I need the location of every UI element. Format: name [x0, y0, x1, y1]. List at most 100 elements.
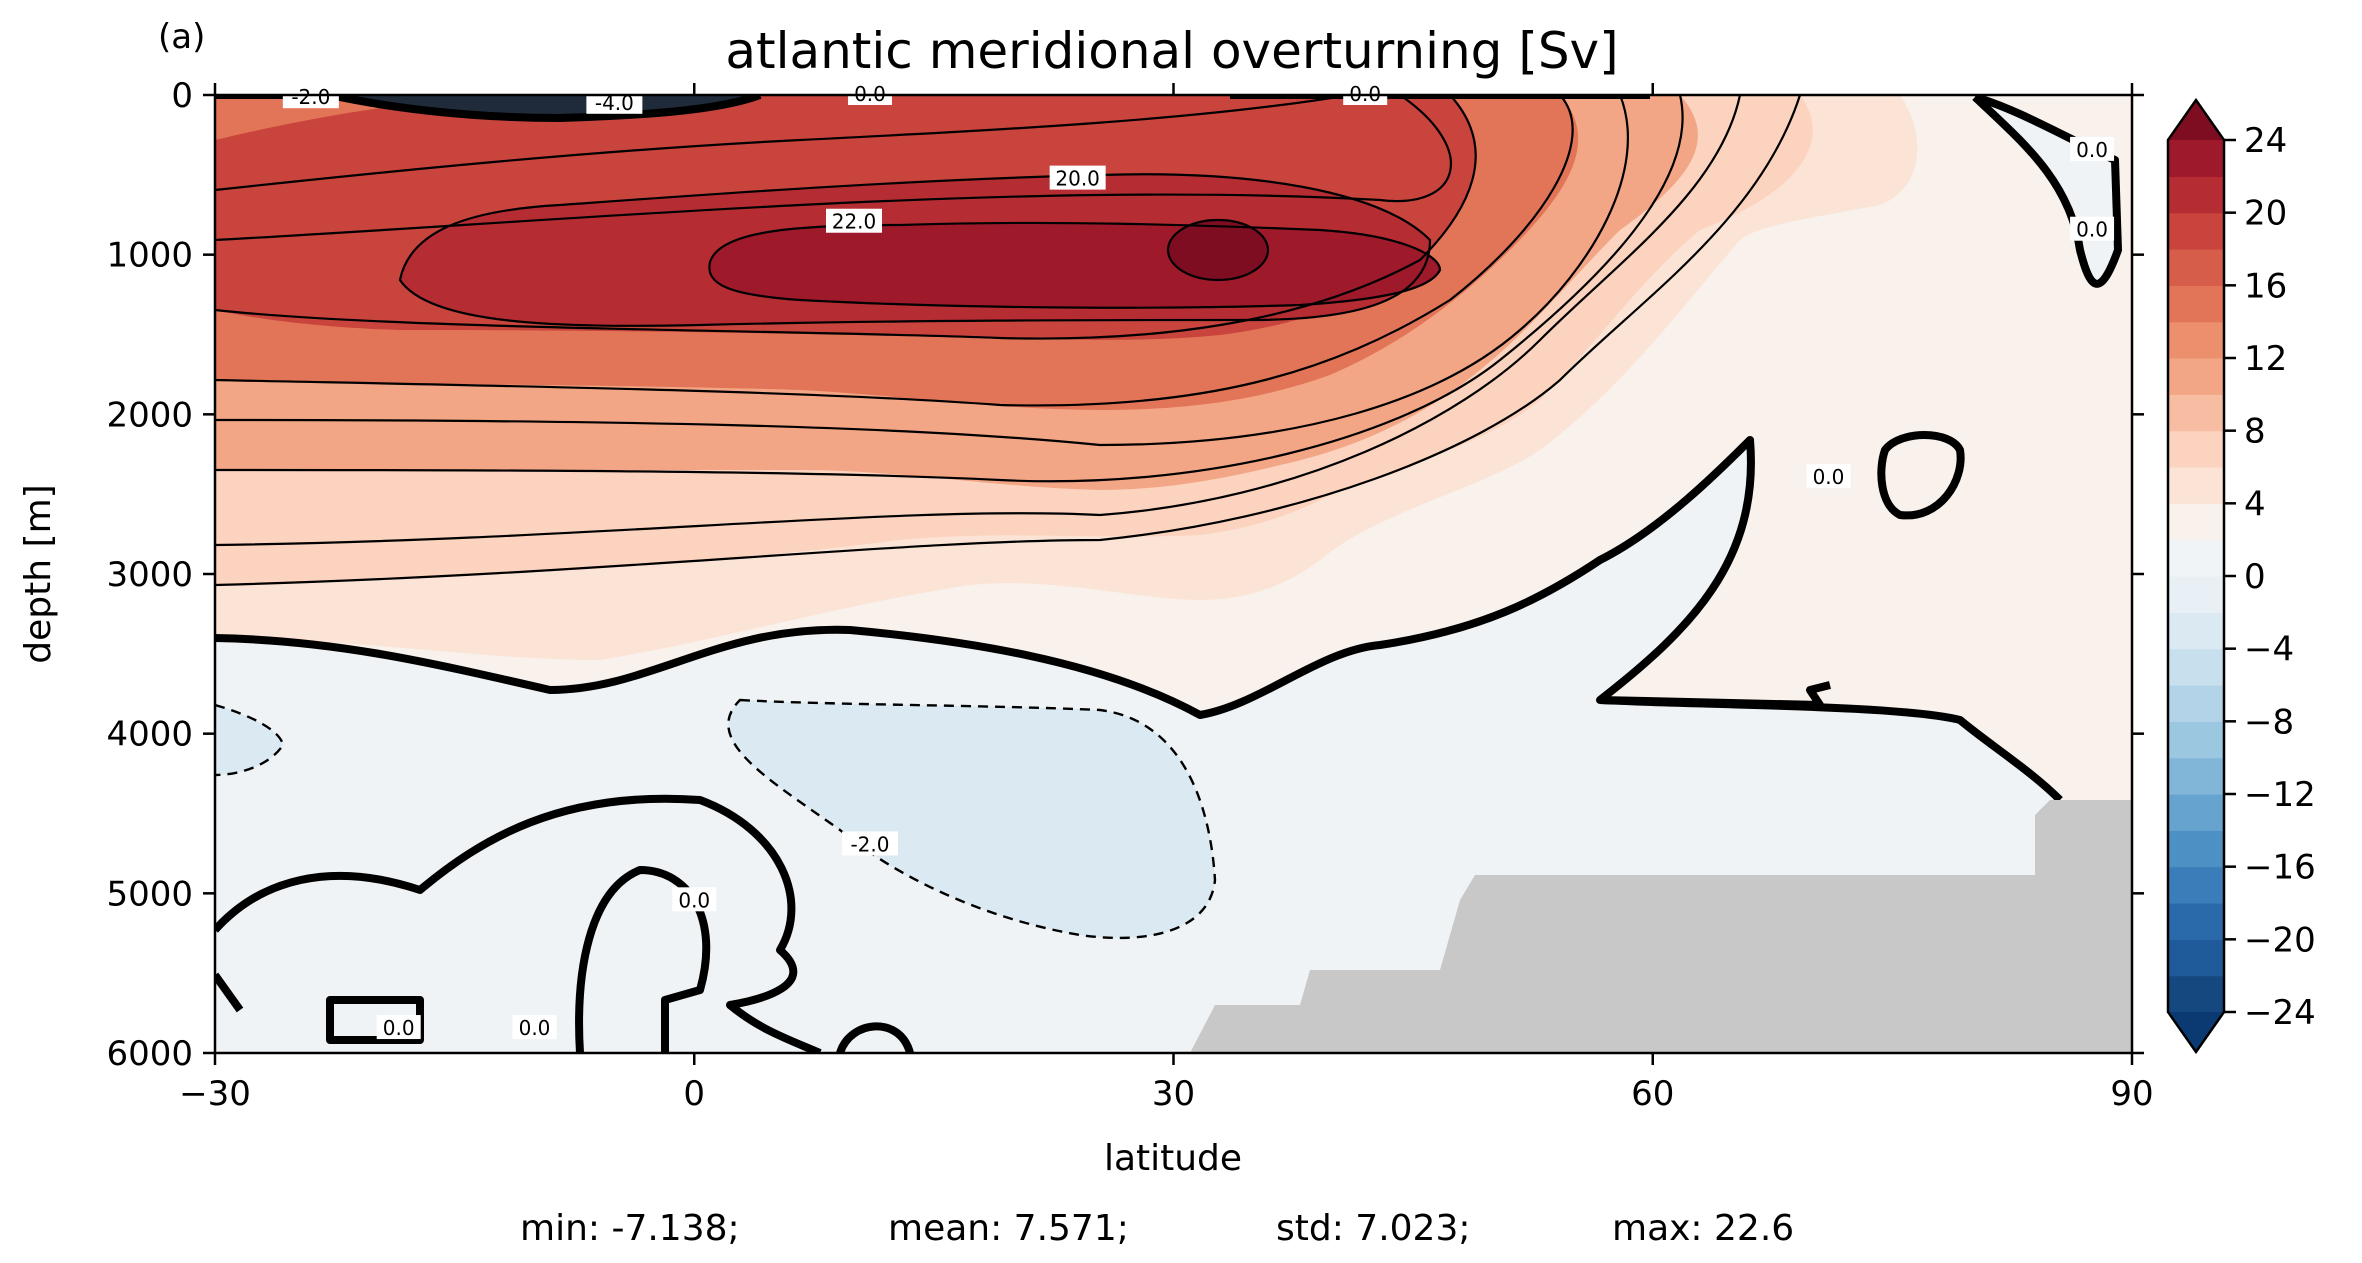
contour-label-text: 0.0 [519, 1016, 551, 1040]
colorbar-bin [2168, 394, 2224, 432]
colorbar-bin [2168, 576, 2224, 613]
contour-label-text: -2.0 [850, 832, 889, 856]
contour-label-bg [841, 831, 898, 856]
contour-label-text: -2.0 [291, 85, 330, 109]
colorbar-bin [2168, 140, 2224, 177]
colorbar-bin [2168, 903, 2224, 940]
colorbar-bin [2168, 612, 2224, 650]
contour-label-text: 0.0 [678, 888, 710, 912]
stat-min: min: -7.138; [520, 1208, 740, 1249]
contour-line [1166, 218, 1270, 282]
contour-lines [215, 95, 1802, 587]
contour-line [215, 95, 1684, 483]
y-tick-label: 5000 [106, 874, 193, 914]
y-tick-label: 0 [171, 76, 193, 116]
contour-line [215, 95, 1351, 192]
colorbar-tick-label: 24 [2244, 121, 2287, 161]
contour-label-bg [2070, 216, 2115, 241]
colorbar-bin [2168, 503, 2224, 541]
y-axis-label: depth [m] [18, 484, 59, 663]
contour-line [708, 221, 1442, 309]
colorbar-extend-max [2168, 100, 2224, 140]
colorbar-tick-label: 16 [2244, 266, 2287, 306]
colorbar-tick-label: −8 [2244, 702, 2294, 742]
colorbar-tick-label: 20 [2244, 194, 2287, 234]
colorbar-bin [2168, 176, 2224, 214]
colorbar-bin [2168, 358, 2224, 395]
zero-contour [215, 95, 762, 122]
contour-label: -2.0 [841, 831, 898, 856]
dashed-contours [215, 698, 1217, 940]
stat-std: std: 7.023; [1276, 1208, 1470, 1249]
plot-area [215, 95, 2132, 1053]
colorbar-extend-min [2168, 1012, 2224, 1052]
negative-2-pocket-west [215, 705, 283, 775]
zero-contour [215, 972, 244, 1013]
colorbar-bin [2168, 939, 2224, 977]
contour-line [215, 95, 1802, 587]
band-24-core [1168, 220, 1268, 280]
contour-line [215, 95, 1629, 447]
contour-labels: -2.0 -4.0 0.0 0.0 20.0 22.0 0.0 0.0 0.0 -2.0 0.0 0.… [282, 81, 2115, 1040]
colorbar-bin [2168, 539, 2224, 577]
contour-label-bg [847, 81, 892, 105]
colorbar-bin [2168, 430, 2224, 468]
colorbar-bin [2168, 794, 2224, 831]
negative-2-pocket [728, 700, 1215, 938]
colorbar-bin [2168, 757, 2224, 795]
contour-label-bg [826, 208, 882, 233]
contour-line [215, 95, 1742, 547]
land-mask [1190, 800, 2132, 1053]
zero-contour [575, 866, 711, 1053]
contour-label-text: 22.0 [832, 210, 877, 234]
y-axis: 0 1000 2000 3000 4000 5000 6000 [106, 76, 2144, 1074]
stat-mean: mean: 7.571; [888, 1208, 1129, 1249]
contour-label: 0.0 [1806, 464, 1851, 489]
x-tick-label: 60 [1631, 1074, 1674, 1114]
zero-contours [215, 95, 2122, 1053]
contour-label-text: 0.0 [2076, 138, 2108, 162]
contour-label-text: 0.0 [383, 1016, 415, 1040]
colorbar-tick-label: −4 [2244, 630, 2294, 670]
colorbar-tick-label: 4 [2244, 484, 2266, 524]
colorbar-tick-label: −24 [2244, 993, 2316, 1033]
contour-line [215, 95, 1477, 340]
colorbar-bin [2168, 249, 2224, 286]
y-tick-label: 2000 [106, 395, 193, 435]
band-22 [709, 222, 1440, 308]
contour-label-bg [672, 887, 717, 912]
zero-contour [326, 996, 424, 1044]
zero-contour [215, 794, 822, 1053]
y-tick-label: 3000 [106, 555, 193, 595]
contour-label: 0.0 [672, 887, 717, 912]
contour-label: 22.0 [826, 208, 882, 234]
colorbar-bin [2168, 685, 2224, 722]
contour-label-bg [1343, 81, 1388, 105]
colorbar-tick-label: −16 [2244, 848, 2316, 888]
x-tick-label: 30 [1152, 1074, 1195, 1114]
contour-line [215, 95, 1574, 407]
y-tick-label: 1000 [106, 236, 193, 276]
contour-label: 20.0 [1049, 165, 1106, 191]
contour-line-neg2 [727, 698, 1217, 940]
x-axis: −30 0 30 60 90 [179, 83, 2154, 1114]
contour-label: 0.0 [2070, 216, 2115, 242]
colorbar-tick-label: −20 [2244, 920, 2316, 960]
contour-label: -2.0 [282, 84, 339, 109]
zero-contour [1972, 95, 2122, 288]
colorbar-bin [2168, 866, 2224, 904]
negative-blob-south [579, 870, 707, 1053]
contour-line [398, 173, 1432, 327]
colorbar-tick-label: 12 [2244, 339, 2287, 379]
x-tick-label: 0 [683, 1074, 705, 1114]
contour-label: 0.0 [847, 81, 892, 106]
contour-label: 0.0 [1343, 81, 1388, 106]
colorbar-bin [2168, 467, 2224, 504]
contour-label-text: 0.0 [1813, 465, 1845, 489]
colorbar-bin [2168, 830, 2224, 868]
colorbar-tick-label: 0 [2244, 557, 2266, 597]
zero-contour [1877, 431, 1965, 520]
zero-contour [836, 1022, 914, 1053]
colorbar-bin [2168, 975, 2224, 1013]
